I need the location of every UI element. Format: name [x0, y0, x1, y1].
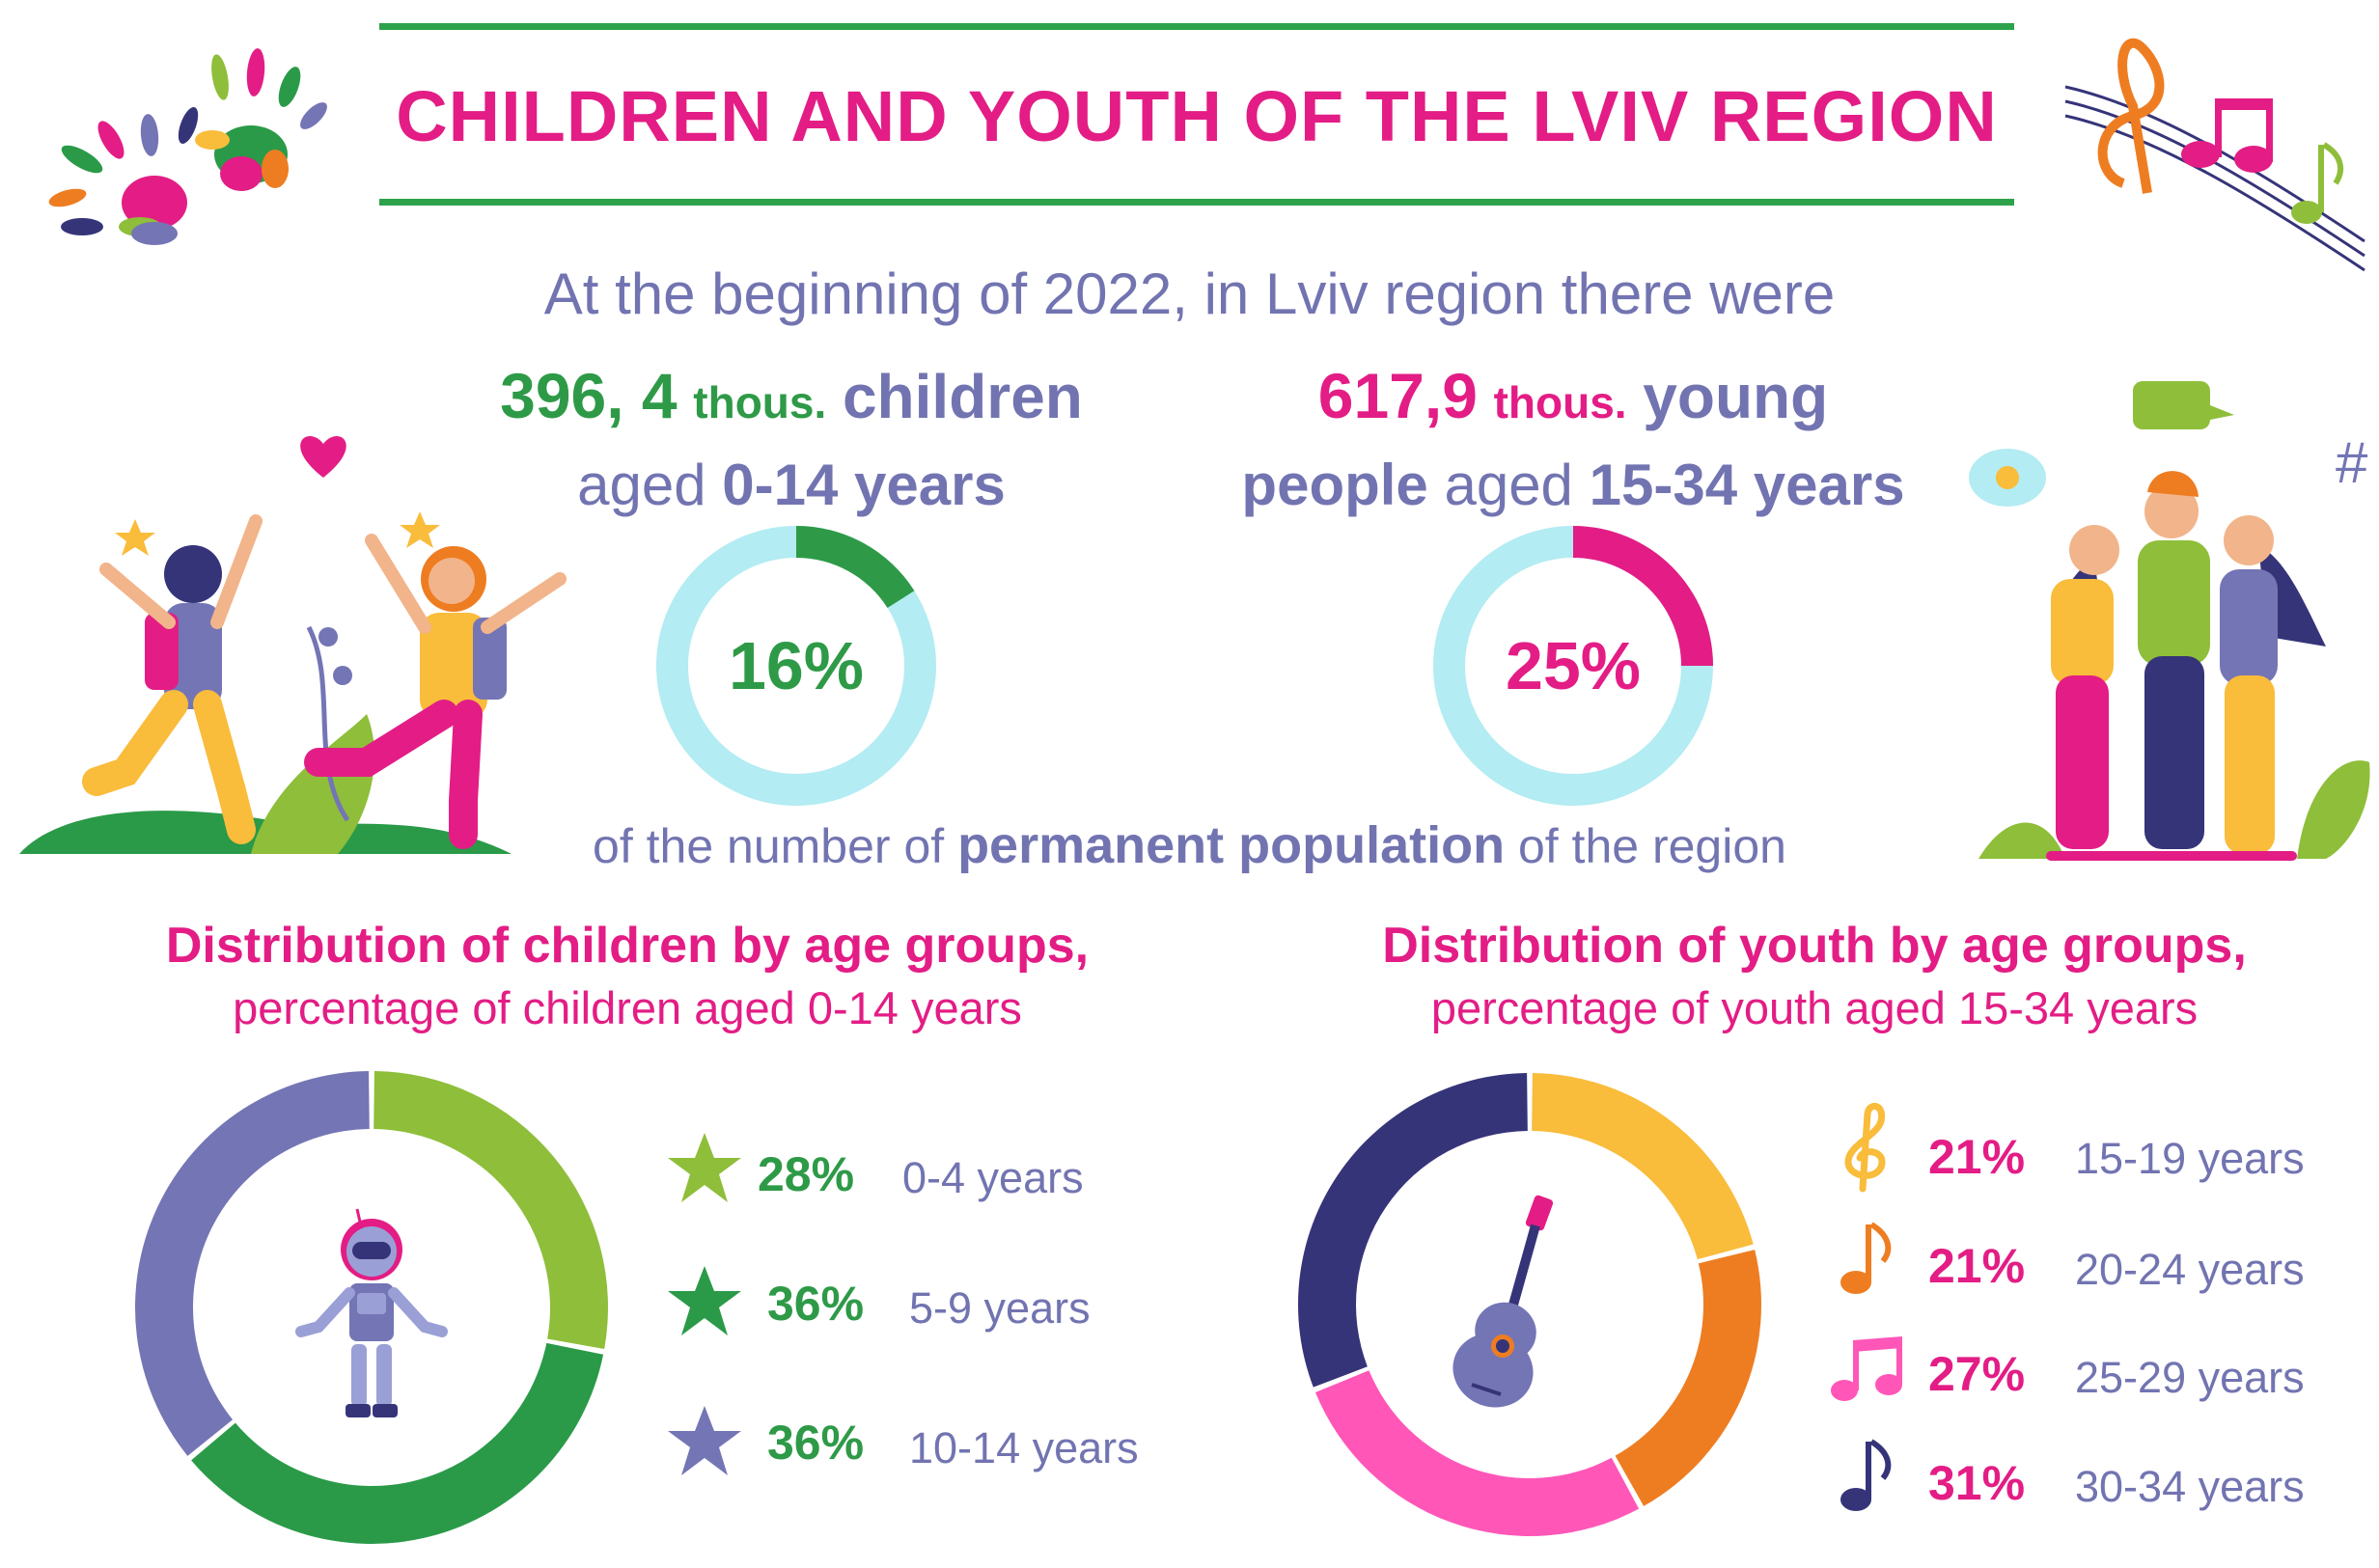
youth-age-range: 15-34 years [1589, 453, 1905, 517]
intro-text: At the beginning of 2022, in Lviv region… [543, 261, 1836, 326]
children-legend-label-1: 0-4 years [902, 1153, 1084, 1202]
youth-share-label: 25% [1505, 628, 1642, 703]
children-age-range: 0-14 years [722, 453, 1006, 517]
children-unit: thous. [693, 377, 827, 427]
youth-noun-1: young [1643, 362, 1829, 431]
youth-section-title: Distribution of youth by age groups, [1382, 918, 2247, 974]
population-note: of the number of permanent population of… [0, 815, 2379, 875]
svg-text:#: # [2336, 430, 2368, 495]
star-icon [668, 1406, 741, 1475]
population-note-suffix: of the region [1517, 819, 1786, 873]
youth-share-arc [1573, 526, 1713, 666]
youth-share-donut [1433, 526, 1713, 806]
music-notes-icon [2064, 38, 2365, 272]
treble-clef-icon [1844, 1103, 1886, 1193]
children-count: 396, 4 [500, 360, 678, 431]
children-age-donut [135, 1071, 608, 1544]
handprints-icon [48, 48, 327, 245]
children-age-slice-1 [373, 1071, 608, 1350]
youth-legend-pct-4: 31% [1928, 1456, 2026, 1510]
children-age-slice-2 [191, 1342, 604, 1544]
children-legend-pct-1: 28% [758, 1147, 855, 1201]
children-age-line: aged 0-14 years [415, 452, 1168, 518]
children-age-slice-3 [135, 1071, 370, 1456]
children-legend-pct-2: 36% [767, 1277, 865, 1331]
top-rule [379, 23, 2014, 30]
youth-legend-pct-1: 21% [1928, 1130, 2026, 1184]
population-note-bold: permanent population [957, 816, 1506, 874]
youth-stat-line: 617,9 thous. young [1197, 359, 1950, 432]
youth-legend-label-1: 15-19 years [2075, 1134, 2305, 1183]
youth-count: 617,9 [1317, 360, 1478, 431]
star-icon [668, 1266, 741, 1335]
youth-age-slice-4 [1298, 1073, 1528, 1388]
children-share-donut [656, 526, 936, 806]
children-legend-pct-3: 36% [767, 1416, 865, 1470]
bottom-rule [379, 199, 2014, 206]
eighth-note-icon [1840, 1222, 1892, 1294]
youth-legend-label-2: 20-24 years [2075, 1245, 2305, 1294]
youth-aged-prefix: aged [1444, 453, 1573, 517]
youth-legend-pct-3: 27% [1928, 1347, 2026, 1401]
children-legend-label-3: 10-14 years [909, 1423, 1139, 1472]
children-aged-prefix: aged [577, 453, 706, 517]
page-title: CHILDREN AND YOUTH OF THE LVIV REGION [396, 76, 1998, 156]
beamed-notes-icon [1831, 1336, 1902, 1401]
children-legend-label-2: 5-9 years [909, 1283, 1091, 1333]
youth-age-slice-3 [1314, 1370, 1640, 1536]
youth-unit: thous. [1493, 377, 1627, 427]
kids-illustration [19, 436, 567, 854]
population-note-prefix: of the number of [593, 819, 945, 873]
youth-legend-label-4: 30-34 years [2075, 1462, 2305, 1511]
eighth-note-icon [1840, 1439, 1892, 1511]
youth-noun-2: people [1241, 453, 1428, 517]
youth-legend-pct-2: 21% [1928, 1239, 2026, 1293]
youth-legend-label-3: 25-29 years [2075, 1353, 2305, 1402]
star-icon [668, 1133, 741, 1202]
youth-illustration: # [1969, 381, 2370, 861]
youth-section-subtitle: percentage of youth aged 15-34 years [1430, 982, 2199, 1033]
children-share-arc [796, 526, 915, 608]
children-section-title: Distribution of children by age groups, [165, 918, 1090, 974]
children-stat-line: 396, 4 thous. children [415, 359, 1168, 432]
youth-age-donut [1298, 1073, 1761, 1536]
youth-age-line: people aged 15-34 years [1197, 452, 1950, 518]
children-noun: children [842, 362, 1083, 431]
youth-age-slice-2 [1615, 1250, 1761, 1506]
children-section-subtitle: percentage of children aged 0-14 years [233, 982, 1022, 1033]
children-share-label: 16% [728, 628, 865, 703]
robot-icon [295, 1208, 448, 1417]
guitar-icon [1452, 1195, 1554, 1408]
youth-age-slice-1 [1532, 1073, 1754, 1260]
